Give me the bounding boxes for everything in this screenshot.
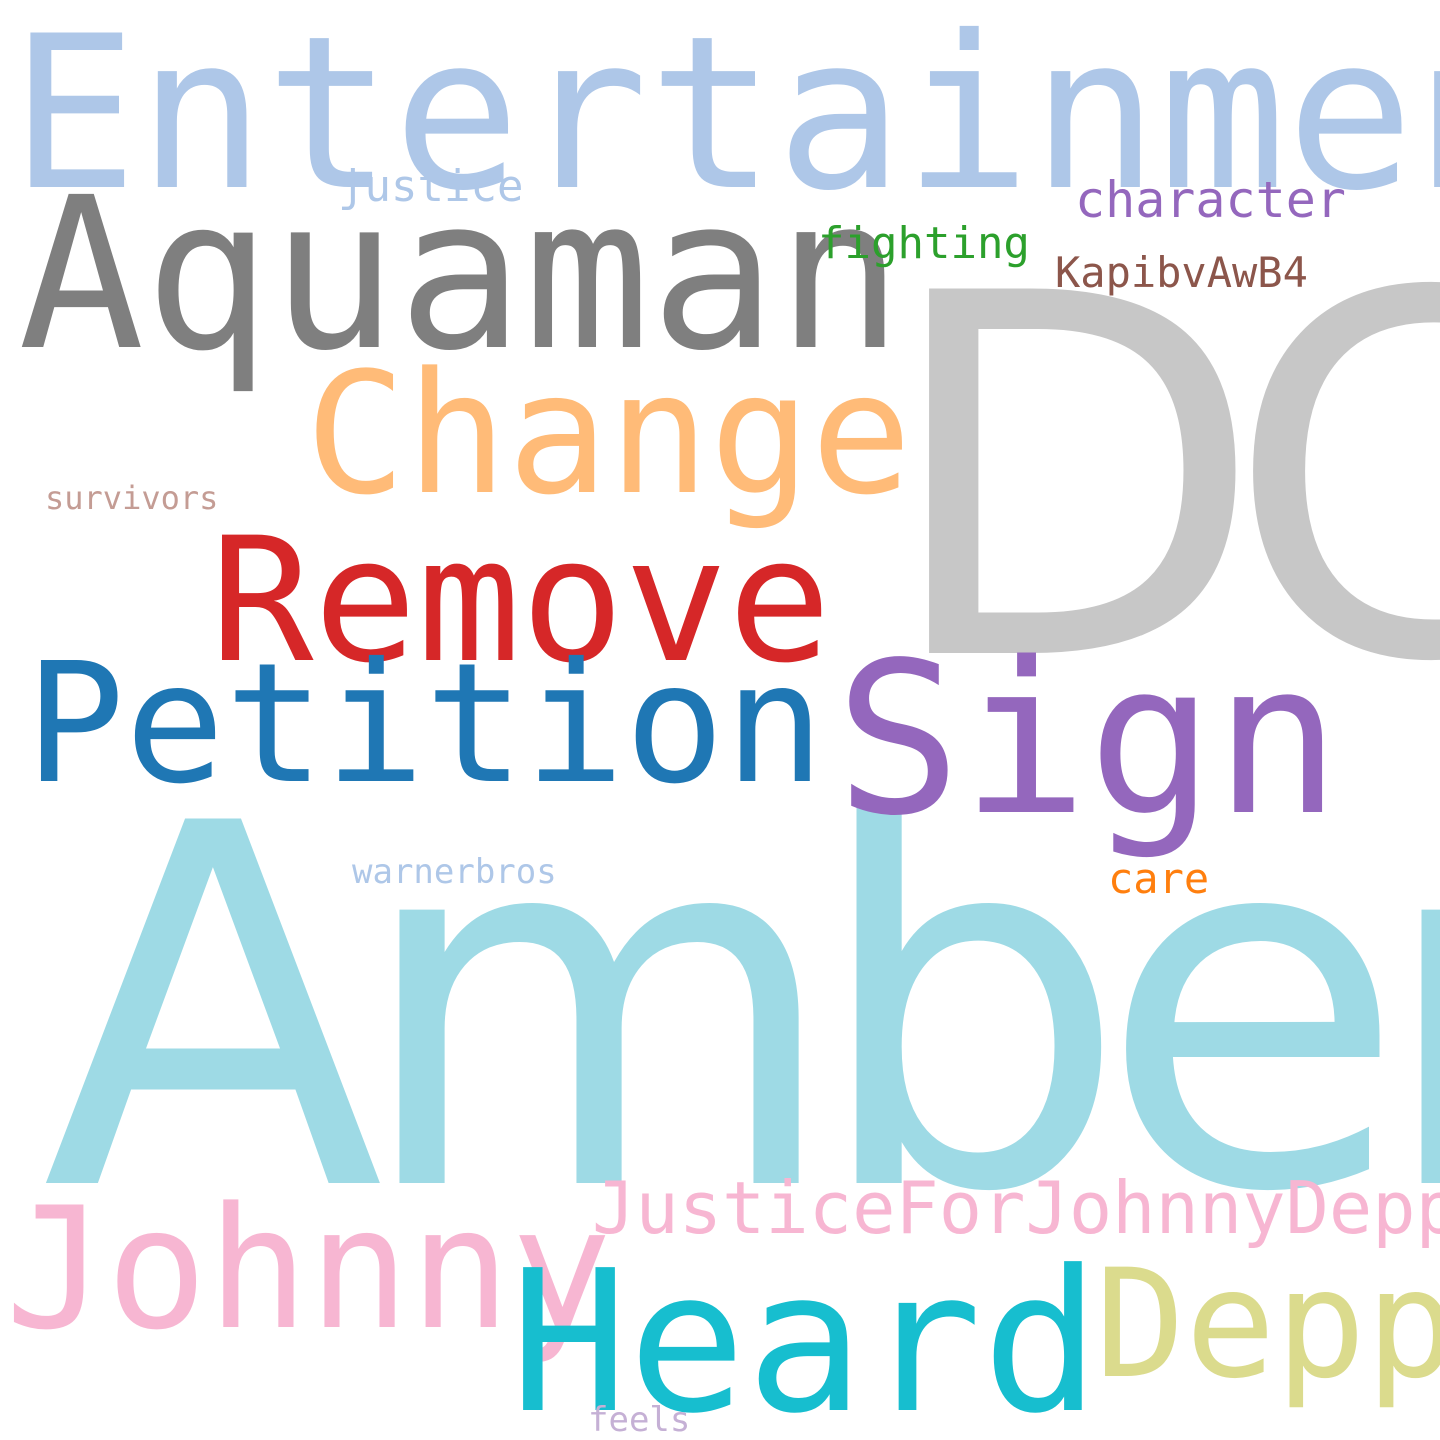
word-warnerbros: warnerbros xyxy=(352,852,557,892)
word-remove: Remove xyxy=(210,500,832,701)
word-fighting: fighting xyxy=(818,218,1030,269)
word-aquaman: Aquaman xyxy=(18,152,904,397)
word-change: Change xyxy=(305,336,912,532)
word-entertainment: Entertainment xyxy=(10,0,1440,237)
word-survivors: survivors xyxy=(45,479,219,517)
word-character: character xyxy=(1075,171,1346,229)
word-johnny: Johnny xyxy=(5,1171,612,1367)
word-justice: justice xyxy=(338,161,524,212)
word-depp: Depp xyxy=(1095,1238,1440,1412)
word-care: care xyxy=(1108,854,1210,903)
word-sign: Sign xyxy=(835,617,1341,862)
word-amber: Amber xyxy=(42,719,1440,1301)
word-dc: DC xyxy=(880,189,1440,771)
word-feels: feels xyxy=(588,1400,691,1440)
word-kapibvawb4: KapibvAwB4 xyxy=(1055,248,1308,297)
word-heard: Heard xyxy=(510,1229,1101,1440)
word-petition: Petition xyxy=(25,628,825,821)
word-justicefor-johnnydepp: JusticeForJohnnyDepp xyxy=(592,1166,1440,1250)
